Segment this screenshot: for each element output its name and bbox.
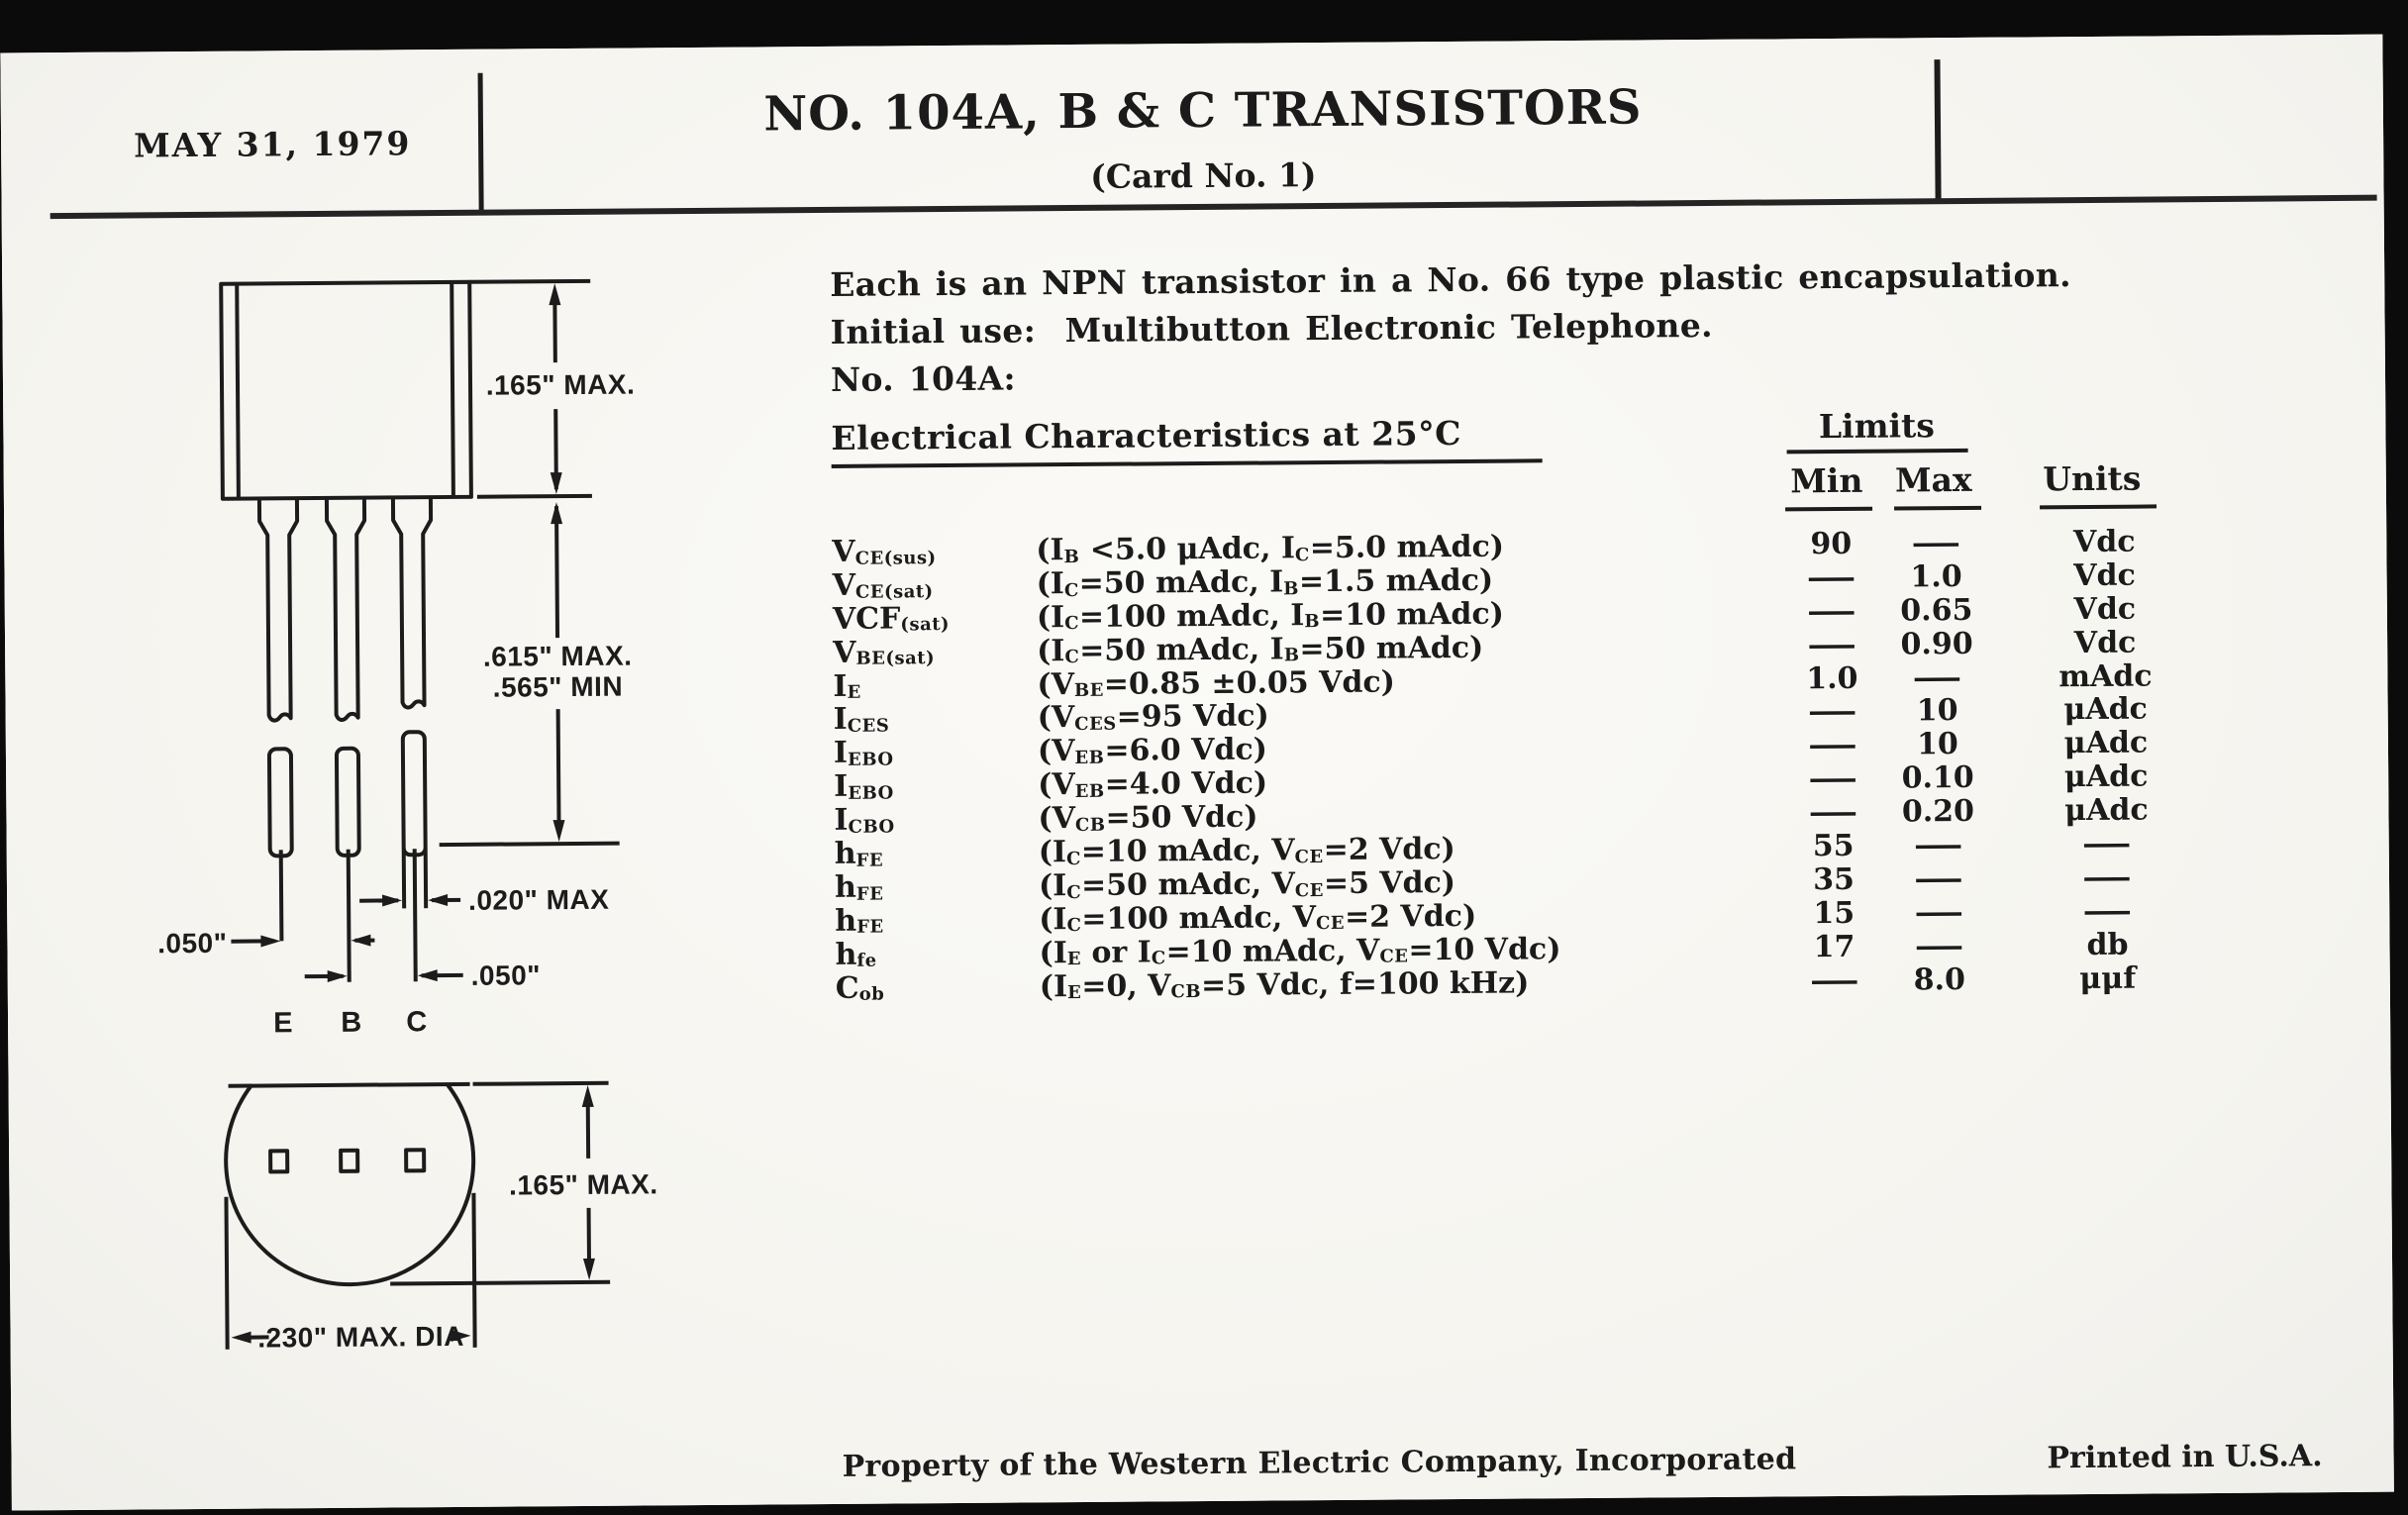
- lead-c-upper: [390, 497, 434, 710]
- lead-e-label: E: [273, 1007, 293, 1039]
- param-symbol: Cob: [835, 970, 885, 1006]
- param-units: μAdc: [2063, 758, 2149, 795]
- param-units: Vdc: [2072, 524, 2136, 560]
- dim-pitch-bc-label: .050": [471, 960, 542, 991]
- lead-hole-e: [268, 1149, 290, 1174]
- dim-lead-length-min-label: .565" MIN: [493, 671, 624, 703]
- intro-text: Each is an NPN transistor in a No. 66 ty…: [830, 252, 2072, 404]
- front-view-drawing: .165" MAX. .615" MAX. .565" MIN: [157, 278, 636, 1039]
- param-units: Vdc: [2073, 625, 2137, 660]
- param-units: —: [2081, 826, 2133, 862]
- param-units: μAdc: [2063, 725, 2149, 761]
- dim-bottom-height-label: .165" MAX.: [509, 1168, 658, 1200]
- param-units: Vdc: [2073, 591, 2137, 627]
- limits-heading: Limits: [1818, 406, 1936, 447]
- param-conditions: (IE=0, VCB=5 Vdc, f=100 kHz): [1039, 965, 1530, 1004]
- lead-hole-b: [339, 1148, 360, 1173]
- printed-in-usa: Printed in U.S.A.: [2047, 1439, 2323, 1476]
- dim-lead-thickness-label: .020" MAX: [468, 884, 610, 916]
- lead-b-lower: [334, 746, 361, 858]
- param-units: Vdc: [2073, 557, 2136, 593]
- lead-b-label: B: [341, 1007, 362, 1039]
- param-units: μAdc: [2063, 691, 2149, 728]
- char-table-rows: VCE(sus) (IB <5.0 μAdc, IC=5.0 mAdc) 90— Vd…: [832, 524, 2321, 1006]
- param-units: —: [2081, 893, 2133, 929]
- param-units: mAdc: [2058, 658, 2153, 694]
- dim-diameter-label: .230" MAX. DIA: [257, 1321, 464, 1354]
- param-units: μμf: [2079, 960, 2137, 996]
- package-bottom-outline: [224, 1082, 476, 1287]
- max-underline: [1894, 505, 1982, 511]
- package-body: [219, 279, 473, 501]
- units-column-heading: Units: [2043, 458, 2142, 499]
- lead-b-upper: [324, 497, 367, 722]
- section-title: Electrical Characteristics at 25°C: [831, 413, 1543, 468]
- dim-lead-length-max-label: .615" MAX.: [483, 641, 633, 672]
- min-underline: [1785, 506, 1873, 512]
- param-units: μAdc: [2064, 792, 2149, 829]
- param-symbol: VBE(sat): [833, 635, 936, 670]
- lead-hole-c: [404, 1148, 427, 1173]
- header-divider-right: [1934, 59, 1942, 200]
- page-title: NO. 104A, B & C TRANSISTORS: [763, 79, 1643, 143]
- lead-c-label: C: [406, 1006, 428, 1038]
- lead-e-upper: [256, 498, 300, 723]
- bottom-view-drawing: .165" MAX. .230" MAX. DIA: [224, 1080, 658, 1354]
- lead-e-lower: [266, 747, 294, 858]
- intro-line-1: Each is an NPN transistor in a No. 66 ty…: [830, 255, 2071, 304]
- lead-c-lower: [400, 730, 428, 858]
- dim-body-height-label: .165" MAX.: [486, 369, 636, 401]
- card-date: MAY 31, 1979: [133, 124, 412, 165]
- package-drawing-svg: .165" MAX. .615" MAX. .565" MIN: [157, 278, 658, 1354]
- intro-line-3: No. 104A:: [830, 358, 1017, 399]
- param-units: db: [2086, 927, 2129, 962]
- param-units: —: [2081, 859, 2133, 895]
- dim-pitch-eb-label: .050": [157, 928, 228, 960]
